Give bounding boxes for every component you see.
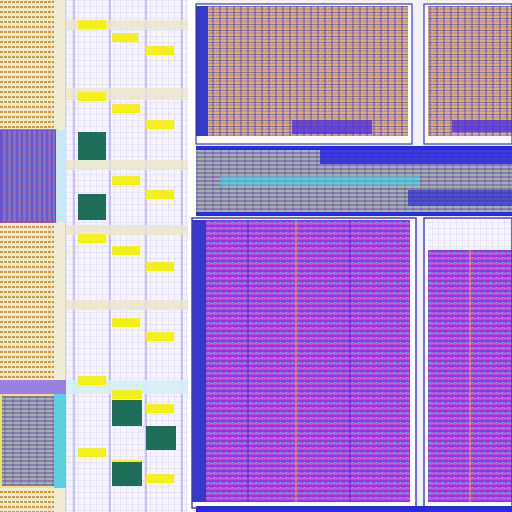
bottom-power-rail xyxy=(196,506,512,512)
io-block-lower[interactable] xyxy=(0,380,70,488)
macro-block-top-right[interactable] xyxy=(423,3,512,145)
macro-block-bottom-right[interactable] xyxy=(423,217,512,509)
teal-cells[interactable] xyxy=(78,132,176,486)
macro-block-top-left[interactable] xyxy=(195,3,413,145)
macro-block-bottom-left[interactable] xyxy=(191,217,417,509)
io-block-upper[interactable] xyxy=(0,129,70,223)
routing-channel[interactable] xyxy=(196,146,512,216)
